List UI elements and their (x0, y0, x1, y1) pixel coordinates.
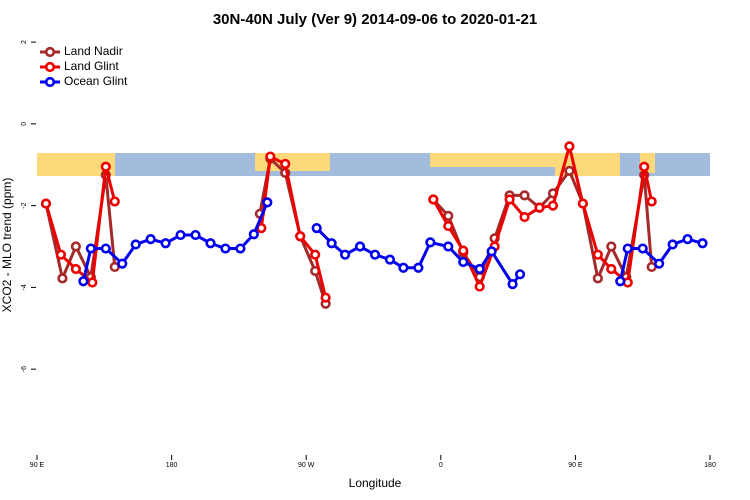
data-point (55, 249, 67, 260)
data-point (667, 239, 678, 250)
legend-label: Land Nadir (64, 44, 123, 58)
y-tick-label: -4 (21, 284, 28, 290)
data-point (369, 249, 381, 260)
data-point (160, 238, 171, 249)
y-axis-label: XCO2 - MLO trend (ppm) (0, 178, 14, 313)
series (40, 153, 657, 309)
data-point (311, 223, 322, 234)
legend-label: Land Glint (64, 59, 119, 73)
data-point (425, 237, 436, 248)
data-point (109, 196, 120, 207)
data-point (474, 263, 485, 275)
data-point (519, 211, 530, 223)
data-point (78, 276, 89, 287)
chart-title: 30N-40N July (Ver 9) 2014-09-06 to 2020-… (213, 11, 537, 28)
data-point (682, 234, 693, 245)
x-tick-label: 0 (439, 462, 443, 469)
data-point (265, 151, 276, 162)
data-point (458, 256, 469, 268)
data-point (220, 243, 231, 254)
legend-marker (44, 46, 56, 58)
data-point (592, 249, 603, 260)
legend-entry: Ocean Glint (40, 74, 128, 88)
x-tick-label: 180 (166, 462, 178, 469)
data-point (248, 229, 259, 240)
y-tick-label: -6 (21, 366, 28, 372)
data-point (310, 249, 321, 260)
data-point (534, 202, 545, 213)
legend-entry: Land Glint (40, 59, 119, 73)
data-point (70, 263, 81, 275)
map-strip (37, 153, 710, 176)
data-point (145, 234, 156, 245)
x-tick-label: 90 E (30, 462, 45, 469)
data-point (280, 158, 291, 170)
data-point (354, 241, 366, 252)
y-tick-label: -2 (21, 202, 28, 208)
data-point (637, 243, 648, 254)
x-axis-label: Longitude (349, 476, 402, 490)
y-tick-label: 0 (21, 122, 28, 126)
data-point (339, 249, 351, 260)
data-point (606, 241, 617, 252)
x-tick-label: 90 E (568, 462, 583, 469)
data-point (70, 241, 81, 252)
data-point (443, 210, 454, 221)
data-point (697, 238, 708, 249)
data-point (40, 198, 52, 209)
data-point (398, 262, 409, 273)
data-point (592, 273, 603, 284)
data-point (205, 238, 216, 249)
data-point (295, 231, 306, 242)
data-point (262, 197, 273, 208)
data-point (564, 165, 575, 176)
data-point (175, 229, 186, 241)
series (40, 141, 657, 303)
data-point (564, 141, 575, 152)
data-point (443, 241, 454, 252)
data-point (326, 238, 337, 249)
data-point (117, 258, 128, 269)
data-point (100, 161, 111, 172)
data-point (235, 243, 246, 254)
data-point (486, 246, 497, 257)
y-tick-label: 2 (21, 40, 28, 44)
data-point (514, 269, 526, 280)
data-point (320, 292, 331, 303)
data-point (654, 258, 665, 269)
data-point (85, 243, 96, 254)
data-point (458, 245, 469, 256)
data-point (622, 243, 633, 254)
legend-entry: Land Nadir (40, 44, 123, 58)
data-point (507, 279, 518, 290)
data-point (646, 196, 657, 207)
data-point (57, 273, 68, 284)
x-tick-label: 90 W (298, 462, 315, 469)
x-tick-label: 180 (704, 462, 716, 469)
series (78, 197, 708, 290)
data-point (190, 229, 201, 241)
data-point (384, 254, 396, 265)
data-point (547, 200, 559, 211)
data-point (519, 190, 530, 201)
data-point (474, 281, 485, 292)
data-point (87, 277, 98, 288)
legend-marker (44, 76, 56, 88)
data-point (130, 239, 141, 250)
data-point (100, 243, 111, 254)
data-point (504, 194, 515, 205)
legend-label: Ocean Glint (64, 74, 128, 88)
data-point (577, 198, 588, 209)
data-point (606, 263, 617, 275)
data-point (639, 161, 650, 172)
legend-marker (44, 61, 56, 73)
data-point (615, 276, 626, 287)
data-point (428, 194, 439, 205)
data-point (413, 262, 424, 273)
data-point (443, 220, 454, 232)
